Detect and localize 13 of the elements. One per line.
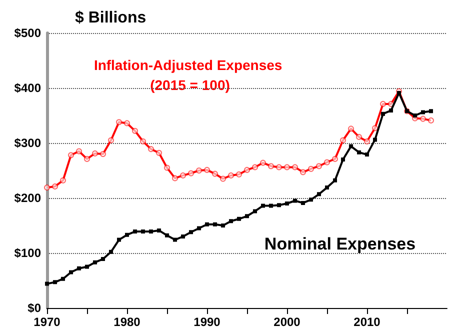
y-tick-label: $500	[14, 26, 42, 40]
series-label: Nominal Expenses	[264, 234, 416, 254]
x-tick-label: 1970	[34, 315, 61, 329]
x-tick-label: 2010	[354, 315, 381, 329]
chart-title: $ Billions	[75, 10, 146, 26]
y-tick-label: $400	[14, 81, 42, 95]
x-tick-label: 1990	[194, 315, 221, 329]
x-tick-label: 2000	[274, 315, 301, 329]
y-tick-label: $0	[28, 301, 42, 315]
y-tick-label: $300	[14, 136, 42, 150]
y-tick-label: $200	[14, 191, 42, 205]
y-tick-label: $100	[14, 246, 42, 260]
x-tick-label: 1980	[114, 315, 141, 329]
